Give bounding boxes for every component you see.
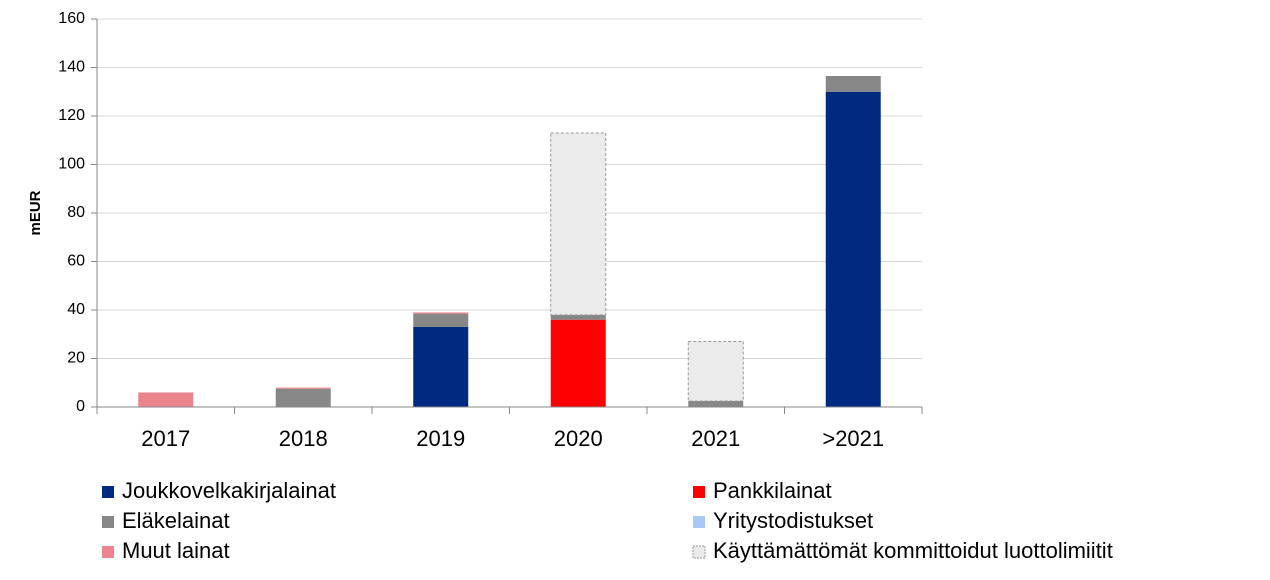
legend-label: Eläkelainat xyxy=(122,508,230,533)
bar-segment xyxy=(413,326,469,407)
legend-swatch xyxy=(693,516,705,528)
bar-segment xyxy=(550,314,606,320)
x-tick-label: 2018 xyxy=(279,426,328,451)
bar-segment xyxy=(550,319,606,407)
legend-swatch xyxy=(693,486,705,498)
legend-label: Joukkovelkakirjalainat xyxy=(122,478,336,503)
legend-label: Käyttämättömät kommittoidut luottolimiit… xyxy=(713,538,1113,563)
x-tick-label: 2020 xyxy=(554,426,603,451)
y-tick-label: 40 xyxy=(67,301,85,318)
y-tick-label: 100 xyxy=(58,156,85,173)
bar-segment xyxy=(413,313,469,327)
y-axis-label: mEUR xyxy=(27,190,44,235)
bar-segment xyxy=(275,387,331,389)
legend-swatch xyxy=(102,516,114,528)
x-tick-label: 2017 xyxy=(141,426,190,451)
y-tick-label: 80 xyxy=(67,204,85,221)
y-tick-label: 120 xyxy=(58,107,85,124)
legend-label: Yritystodistukset xyxy=(713,508,873,533)
bar-segment xyxy=(688,400,744,407)
bar-segment xyxy=(550,132,607,316)
bar-segment xyxy=(825,91,881,407)
legend-label: Pankkilainat xyxy=(713,478,832,503)
y-tick-label: 0 xyxy=(76,398,85,415)
y-tick-label: 160 xyxy=(58,10,85,27)
bar-segment xyxy=(413,312,469,314)
bar-segment xyxy=(138,392,194,407)
bar-segment xyxy=(275,388,331,407)
x-tick-label: >2021 xyxy=(822,426,884,451)
legend-label: Muut lainat xyxy=(122,538,230,563)
x-tick-label: 2021 xyxy=(691,426,740,451)
y-tick-label: 60 xyxy=(67,253,85,270)
bar-segment xyxy=(825,75,881,92)
y-tick-label: 140 xyxy=(58,59,85,76)
y-tick-label: 20 xyxy=(67,350,85,367)
legend-swatch xyxy=(102,486,114,498)
legend-swatch xyxy=(692,545,706,559)
x-tick-label: 2019 xyxy=(416,426,465,451)
bar-segment xyxy=(687,341,744,402)
legend-swatch xyxy=(102,546,114,558)
